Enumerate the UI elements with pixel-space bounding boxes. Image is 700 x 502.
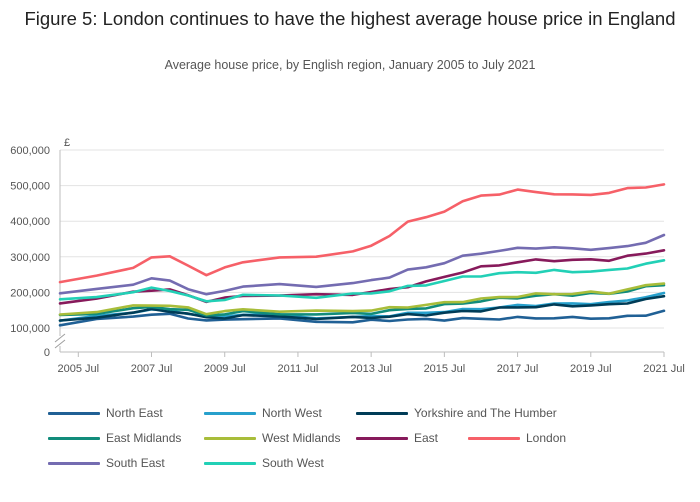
- y-tick-label: 400,000: [10, 216, 50, 228]
- legend-swatch: [356, 436, 408, 440]
- axis-break-mark: [54, 339, 66, 349]
- chart-title: Figure 5: London continues to have the h…: [24, 8, 676, 29]
- legend-item[interactable]: North West: [204, 406, 322, 420]
- legend-swatch: [204, 461, 256, 465]
- legend-item[interactable]: London: [468, 431, 566, 445]
- line-chart: 0 100,000 200,000 300,000 400,000 500,000 600,…: [10, 137, 685, 375]
- y-tick-label: 200,000: [10, 287, 50, 299]
- y-tick-label: 0: [44, 347, 50, 359]
- legend-label: North East: [106, 406, 163, 420]
- legend-item[interactable]: North East: [48, 406, 163, 420]
- x-tick-label: 2017 Jul: [497, 363, 539, 375]
- legend-label: West Midlands: [262, 431, 341, 445]
- legend-item[interactable]: West Midlands: [204, 431, 340, 445]
- legend-label: Yorkshire and The Humber: [414, 406, 557, 420]
- x-tick-label: 2007 Jul: [131, 363, 173, 375]
- x-tick-label: 2015 Jul: [424, 363, 466, 375]
- series-line-north-east[interactable]: [58, 309, 666, 327]
- series-line-yorkshire-and-the-humber[interactable]: [58, 294, 666, 322]
- y-tick-label: 300,000: [10, 252, 50, 264]
- series-line-south-east[interactable]: [58, 233, 666, 296]
- x-tick-label: 2011 Jul: [278, 363, 319, 375]
- legend-label: East Midlands: [106, 431, 182, 445]
- series-line-west-midlands[interactable]: [58, 282, 666, 316]
- y-unit-label: £: [64, 137, 70, 149]
- x-tick-label: 2005 Jul: [58, 363, 100, 375]
- legend-swatch: [48, 436, 100, 440]
- series-line-east-midlands[interactable]: [58, 283, 666, 317]
- legend-swatch: [48, 411, 100, 415]
- legend-swatch: [356, 411, 408, 415]
- x-tick-label: 2013 Jul: [350, 363, 392, 375]
- x-tick-label: 2019 Jul: [570, 363, 612, 375]
- legend-item[interactable]: East: [356, 431, 438, 445]
- series-line-london[interactable]: [58, 183, 666, 284]
- legend-item[interactable]: South West: [204, 456, 324, 470]
- legend-item[interactable]: East Midlands: [48, 431, 181, 445]
- legend-label: East: [414, 431, 439, 445]
- legend-swatch: [48, 461, 100, 465]
- legend-label: North West: [262, 406, 322, 420]
- legend-item[interactable]: Yorkshire and The Humber: [356, 406, 557, 420]
- y-tick-label: 600,000: [10, 145, 50, 157]
- x-tick-label: 2021 Jul: [643, 363, 685, 375]
- y-tick-label: 100,000: [10, 323, 50, 335]
- legend-item[interactable]: South East: [48, 456, 165, 470]
- legend-label: South East: [106, 456, 165, 470]
- legend-label: London: [526, 431, 567, 445]
- axis-break-mark: [54, 333, 66, 343]
- y-tick-label: 500,000: [10, 181, 50, 193]
- legend-swatch: [204, 411, 256, 415]
- x-tick-label: 2009 Jul: [204, 363, 246, 375]
- series-line-south-west[interactable]: [58, 259, 666, 303]
- legend-swatch: [204, 436, 256, 440]
- legend-label: South West: [262, 456, 324, 470]
- chart-subtitle: Average house price, by English region, …: [164, 58, 536, 72]
- legend-swatch: [468, 436, 520, 440]
